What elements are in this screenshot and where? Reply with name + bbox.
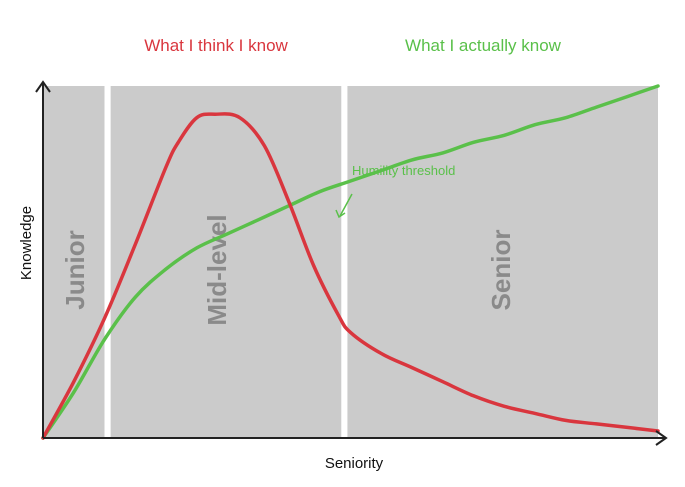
y-axis-title: Knowledge — [18, 206, 35, 280]
humility-threshold-arrowhead — [335, 209, 346, 219]
legend: What I think I know What I actually know — [144, 36, 561, 55]
legend-entry-actual: What I actually know — [405, 36, 562, 55]
humility-threshold-label: Humility threshold — [352, 163, 455, 178]
region-band-senior — [347, 86, 658, 438]
region-label-junior: Junior — [60, 230, 90, 309]
region-band-mid-level — [110, 86, 342, 438]
region-bands — [43, 86, 658, 438]
axes — [35, 80, 668, 446]
series-line-think — [41, 112, 660, 440]
humility-threshold-arrow — [339, 193, 353, 217]
x-axis-arrowhead — [655, 430, 668, 446]
series-line-actual — [41, 84, 660, 440]
legend-entry-think: What I think I know — [144, 36, 288, 55]
region-label-mid-level: Mid-level — [202, 214, 232, 325]
series-lines — [41, 84, 660, 440]
x-axis-title: Seniority — [325, 455, 384, 472]
annotation-humility-threshold: Humility threshold — [335, 163, 455, 219]
region-labels: Junior Mid-level Senior — [60, 214, 516, 325]
y-axis-arrowhead — [35, 80, 51, 93]
region-label-senior: Senior — [486, 230, 516, 311]
